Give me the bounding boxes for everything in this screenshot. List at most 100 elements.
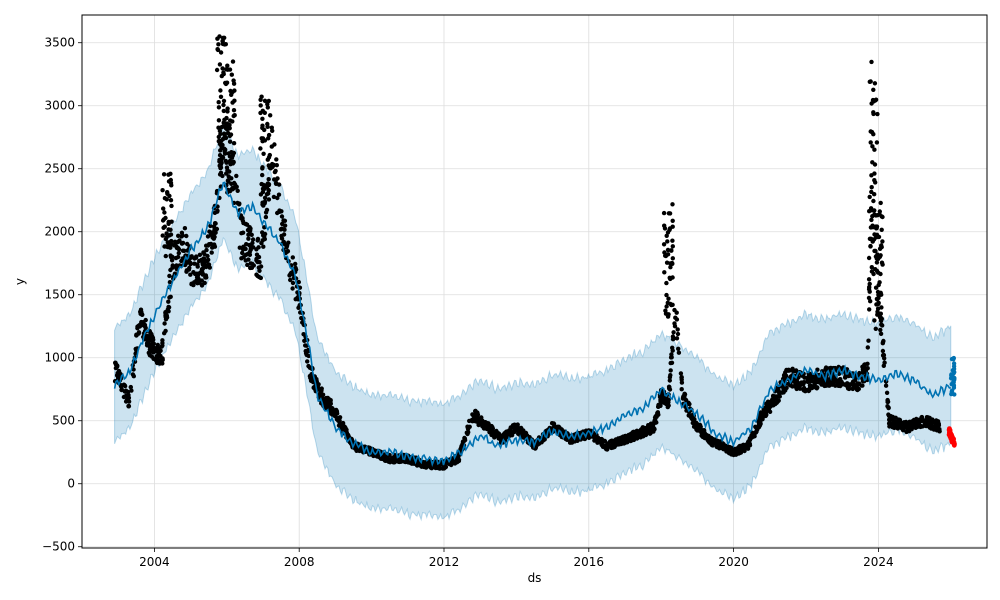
observed-point [162, 244, 167, 249]
observed-point [700, 428, 705, 433]
observed-point [880, 323, 885, 328]
observed-point [260, 123, 265, 128]
observed-point [238, 216, 244, 221]
observed-point [635, 434, 640, 439]
forecast-tail-point [949, 391, 954, 396]
observed-point [259, 181, 264, 187]
observed-point [155, 342, 160, 348]
observed-point [245, 262, 250, 268]
observed-point [667, 375, 673, 380]
observed-point [675, 327, 680, 332]
observed-point [715, 443, 720, 449]
observed-point [225, 109, 230, 114]
observed-point [710, 443, 715, 448]
plot-frame [81, 14, 988, 549]
observed-point [937, 427, 942, 432]
y-tick-label: 3000 [44, 99, 75, 113]
observed-point [256, 265, 261, 270]
observed-point [222, 149, 227, 154]
observed-point [726, 447, 732, 452]
observed-point [265, 105, 270, 110]
observed-point [919, 415, 924, 420]
observed-point [232, 88, 237, 93]
observed-point [812, 380, 817, 385]
observed-point [465, 424, 470, 429]
observed-point [245, 252, 250, 257]
observed-point [243, 221, 248, 227]
observed-point [476, 422, 481, 428]
observed-point [271, 194, 277, 200]
observed-point [165, 191, 170, 196]
observed-point [217, 153, 223, 158]
observed-point [290, 255, 295, 260]
observed-point [180, 248, 186, 253]
observed-point [726, 450, 732, 456]
forecast-tail-point [951, 383, 957, 388]
observed-point [269, 144, 274, 149]
observed-point [892, 425, 897, 430]
observed-point [276, 192, 282, 197]
observed-point [664, 304, 669, 309]
observed-point [265, 101, 270, 107]
observed-point [337, 420, 342, 426]
observed-point [664, 233, 669, 238]
observed-point [187, 265, 192, 271]
observed-point [212, 242, 217, 247]
observed-point [274, 163, 279, 168]
observed-point [196, 280, 202, 285]
observed-point [331, 409, 337, 414]
observed-point [218, 148, 223, 153]
observed-point [220, 35, 226, 41]
observed-point [872, 192, 877, 197]
observed-point [672, 321, 677, 326]
observed-point [179, 258, 184, 264]
observed-point [167, 295, 172, 300]
observed-point [266, 197, 272, 202]
observed-point [140, 322, 145, 328]
observed-point [881, 363, 886, 368]
observed-point [668, 355, 674, 360]
observed-point [215, 209, 220, 214]
observed-point [263, 210, 269, 215]
observed-point [195, 264, 200, 269]
observed-point [611, 440, 616, 446]
observed-point [237, 245, 242, 250]
observed-point [243, 258, 248, 263]
observed-point [126, 392, 131, 398]
observed-point [116, 375, 121, 381]
observed-point [670, 345, 675, 350]
observed-point [220, 173, 225, 179]
observed-point [874, 140, 880, 145]
observed-point [669, 248, 674, 253]
observed-point [736, 445, 741, 450]
observed-point [474, 417, 479, 422]
observed-point [872, 162, 878, 167]
observed-point [293, 265, 298, 271]
y-tick-label: 0 [67, 477, 75, 491]
observed-point [216, 100, 221, 105]
observed-point [807, 388, 812, 393]
observed-point [805, 378, 810, 383]
observed-point [470, 419, 475, 424]
observed-point [872, 212, 877, 217]
observed-point [240, 250, 245, 256]
forecast-tail-point [951, 371, 956, 376]
observed-point [176, 233, 181, 238]
observed-point [246, 232, 251, 237]
observed-point [115, 371, 120, 376]
observed-point [232, 113, 237, 118]
observed-point [249, 232, 254, 237]
observed-point [670, 275, 675, 280]
observed-point [262, 127, 267, 133]
observed-point [595, 435, 601, 440]
observed-point [250, 237, 256, 242]
observed-point [221, 70, 226, 75]
forecast-tail-point [951, 357, 956, 362]
observed-point [160, 233, 165, 238]
observed-point [867, 307, 872, 312]
observed-point [303, 343, 308, 348]
observed-point [792, 379, 797, 385]
observed-point [592, 438, 597, 443]
observed-point [811, 383, 816, 389]
observed-point [278, 227, 284, 232]
